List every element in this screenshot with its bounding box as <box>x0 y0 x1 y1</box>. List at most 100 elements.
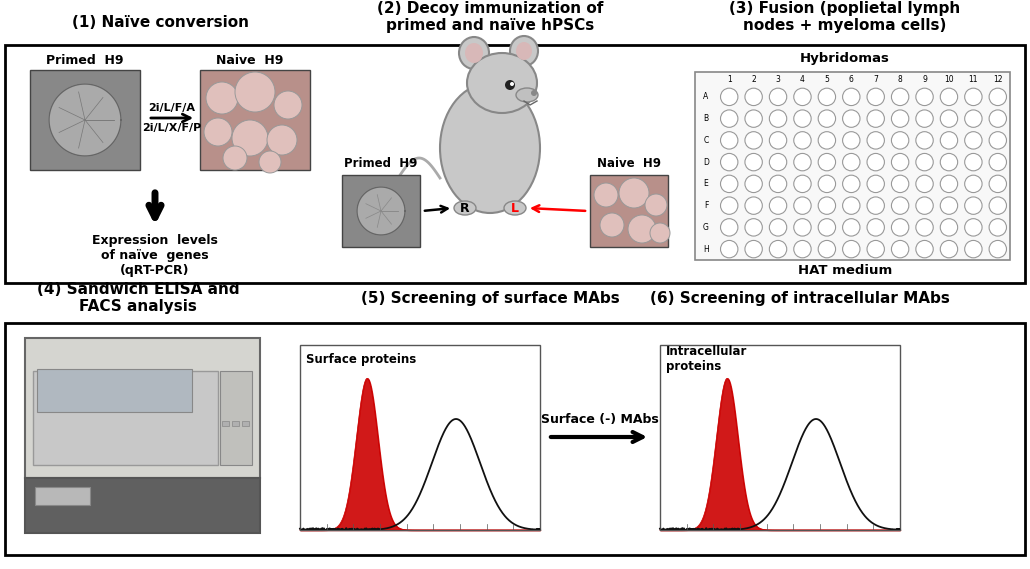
FancyBboxPatch shape <box>222 420 229 426</box>
Circle shape <box>745 131 762 149</box>
Circle shape <box>916 241 933 258</box>
Circle shape <box>843 88 860 106</box>
Circle shape <box>965 131 982 149</box>
FancyBboxPatch shape <box>300 345 540 530</box>
FancyBboxPatch shape <box>30 70 140 170</box>
Circle shape <box>794 218 812 236</box>
Circle shape <box>794 154 812 171</box>
Circle shape <box>965 197 982 215</box>
FancyBboxPatch shape <box>33 371 218 465</box>
Circle shape <box>259 151 281 173</box>
Text: 1: 1 <box>727 75 731 84</box>
Text: C: C <box>703 136 709 145</box>
Text: 2i/L/F/A: 2i/L/F/A <box>148 103 196 113</box>
Circle shape <box>867 154 885 171</box>
Circle shape <box>940 241 958 258</box>
Circle shape <box>965 175 982 192</box>
Circle shape <box>745 88 762 106</box>
FancyBboxPatch shape <box>5 45 1025 283</box>
Circle shape <box>274 91 302 119</box>
Circle shape <box>867 110 885 127</box>
Text: D: D <box>703 158 709 167</box>
Text: (3) Fusion (poplietal lymph
nodes + myeloma cells): (3) Fusion (poplietal lymph nodes + myel… <box>729 1 961 33</box>
Circle shape <box>769 154 787 171</box>
Ellipse shape <box>454 201 476 215</box>
Text: 7: 7 <box>873 75 879 84</box>
Circle shape <box>769 197 787 215</box>
Text: (6) Screening of intracellular MAbs: (6) Screening of intracellular MAbs <box>650 291 950 306</box>
Circle shape <box>818 175 835 192</box>
Circle shape <box>232 120 268 156</box>
Circle shape <box>916 110 933 127</box>
Circle shape <box>794 131 812 149</box>
Circle shape <box>867 218 885 236</box>
Circle shape <box>267 125 297 155</box>
Circle shape <box>843 197 860 215</box>
Text: 6: 6 <box>849 75 854 84</box>
FancyBboxPatch shape <box>695 72 1010 260</box>
Circle shape <box>965 154 982 171</box>
Circle shape <box>891 110 908 127</box>
Text: Primed  H9: Primed H9 <box>46 53 124 67</box>
Text: (1) Naïve conversion: (1) Naïve conversion <box>71 14 248 30</box>
Ellipse shape <box>516 42 533 60</box>
Circle shape <box>940 197 958 215</box>
Circle shape <box>940 131 958 149</box>
Circle shape <box>721 88 737 106</box>
Circle shape <box>745 110 762 127</box>
Circle shape <box>916 88 933 106</box>
Ellipse shape <box>516 88 538 102</box>
Circle shape <box>989 241 1006 258</box>
Circle shape <box>745 241 762 258</box>
Circle shape <box>989 131 1006 149</box>
Circle shape <box>843 110 860 127</box>
Text: 4: 4 <box>800 75 804 84</box>
Circle shape <box>891 131 908 149</box>
Text: B: B <box>703 114 709 123</box>
Text: A: A <box>703 92 709 101</box>
Circle shape <box>916 197 933 215</box>
FancyBboxPatch shape <box>25 338 260 479</box>
Circle shape <box>769 110 787 127</box>
Text: Surface proteins: Surface proteins <box>306 353 416 365</box>
FancyBboxPatch shape <box>342 175 420 247</box>
Text: 2i/L/X/F/P: 2i/L/X/F/P <box>142 123 202 133</box>
Circle shape <box>745 197 762 215</box>
Ellipse shape <box>504 201 526 215</box>
Circle shape <box>891 218 908 236</box>
Circle shape <box>843 241 860 258</box>
FancyBboxPatch shape <box>35 487 90 505</box>
FancyBboxPatch shape <box>660 345 900 530</box>
Text: 11: 11 <box>968 75 978 84</box>
Circle shape <box>594 183 618 207</box>
Text: Primed  H9: Primed H9 <box>344 156 418 170</box>
Circle shape <box>224 146 247 170</box>
Text: 3: 3 <box>776 75 781 84</box>
Text: F: F <box>703 201 709 210</box>
Text: Expression  levels
of naïve  genes
(qRT-PCR): Expression levels of naïve genes (qRT-PC… <box>92 233 218 277</box>
Circle shape <box>745 154 762 171</box>
Circle shape <box>206 82 238 114</box>
FancyBboxPatch shape <box>5 323 1025 555</box>
Circle shape <box>794 241 812 258</box>
Text: HAT medium: HAT medium <box>798 263 892 277</box>
Circle shape <box>965 218 982 236</box>
Circle shape <box>916 218 933 236</box>
Circle shape <box>989 110 1006 127</box>
Circle shape <box>818 154 835 171</box>
Text: 9: 9 <box>922 75 927 84</box>
Text: 8: 8 <box>898 75 902 84</box>
FancyBboxPatch shape <box>220 371 252 465</box>
Circle shape <box>989 175 1006 192</box>
Circle shape <box>794 175 812 192</box>
Text: E: E <box>703 179 709 188</box>
Circle shape <box>843 131 860 149</box>
FancyBboxPatch shape <box>37 369 192 412</box>
Circle shape <box>818 88 835 106</box>
Text: 2: 2 <box>751 75 756 84</box>
Circle shape <box>965 241 982 258</box>
Circle shape <box>867 197 885 215</box>
Circle shape <box>989 218 1006 236</box>
Circle shape <box>721 218 737 236</box>
Circle shape <box>867 175 885 192</box>
